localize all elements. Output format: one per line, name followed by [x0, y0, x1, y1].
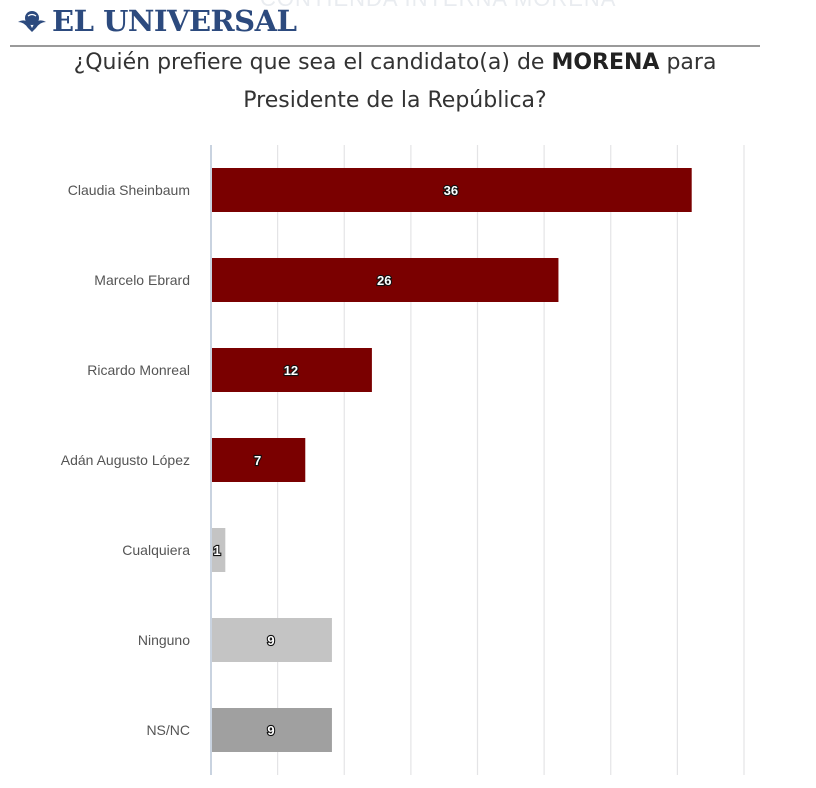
data-label: 9 — [267, 723, 274, 738]
header-divider — [10, 45, 760, 47]
data-label: 1 — [213, 543, 220, 558]
bar — [212, 708, 332, 752]
category-label: Cualquiera — [122, 542, 190, 558]
title-line-2: Presidente de la República? — [243, 88, 547, 113]
bars — [212, 168, 692, 752]
title-text-part2: para — [659, 50, 717, 75]
bar — [212, 438, 306, 482]
gridlines — [210, 145, 745, 775]
brand-logo: EL UNIVERSAL — [16, 4, 297, 38]
title-bold-party: MORENA — [551, 50, 660, 75]
data-label: 9 — [267, 633, 274, 648]
data-label: 36 — [444, 183, 458, 198]
eagle-globe-icon — [18, 11, 46, 32]
bar — [212, 348, 372, 392]
data-label: 7 — [254, 453, 261, 468]
bar — [212, 618, 332, 662]
category-labels: Claudia Sheinbaum Marcelo Ebrard Ricardo M… — [61, 182, 190, 738]
category-label: Ninguno — [138, 632, 190, 648]
bar — [212, 258, 559, 302]
title-text-part1: ¿Quién prefiere que sea el candidato(a) … — [73, 50, 552, 75]
data-label: 12 — [284, 363, 298, 378]
data-label: 26 — [377, 273, 391, 288]
category-label: NS/NC — [146, 722, 190, 738]
category-label: Ricardo Monreal — [87, 362, 190, 378]
value-labels: 36 26 12 7 1 9 9 — [212, 182, 459, 739]
background-watermark: CONTIENDA INTERNA MORENA — [260, 0, 616, 12]
title-line-1: ¿Quién prefiere que sea el candidato(a) … — [0, 44, 790, 82]
category-label: Adán Augusto López — [61, 452, 190, 468]
chart-title: ¿Quién prefiere que sea el candidato(a) … — [0, 44, 790, 120]
category-label: Marcelo Ebrard — [94, 272, 190, 288]
bar — [212, 528, 226, 572]
brand-name: EL UNIVERSAL — [52, 4, 297, 38]
category-label: Claudia Sheinbaum — [68, 182, 190, 198]
bar — [212, 168, 692, 212]
